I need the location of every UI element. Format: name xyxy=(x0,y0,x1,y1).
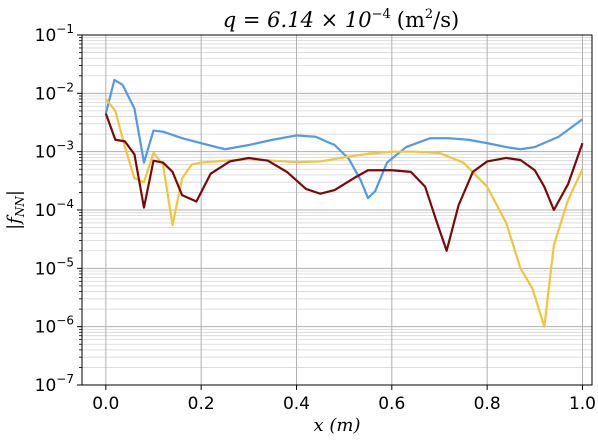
chart-title: q = 6.14 × 10−4 (m2/s) xyxy=(223,7,459,32)
y-tick-label: 10−2 xyxy=(35,80,74,104)
x-tick-label: 0.2 xyxy=(188,394,215,414)
series-line-3 xyxy=(104,113,584,252)
series-line-1 xyxy=(104,78,584,200)
y-tick-label: 10−1 xyxy=(35,22,74,46)
y-tick-label: 10−7 xyxy=(35,372,74,396)
y-label-sub: NN xyxy=(13,196,27,219)
series-layer xyxy=(104,78,584,328)
x-axis-ticks: 0.0 0.2 0.4 0.6 0.8 1.0 xyxy=(92,385,596,414)
x-tick-label: 0.6 xyxy=(378,394,405,414)
title-unit-close: /s) xyxy=(433,8,459,32)
y-label-bar-left: | xyxy=(4,224,25,230)
x-tick-label: 1.0 xyxy=(569,394,596,414)
title-unit-open: (m xyxy=(397,8,425,32)
y-label-bar-right: | xyxy=(4,190,25,196)
y-tick-label: 10−6 xyxy=(35,314,74,338)
y-tick-label: 10−4 xyxy=(35,197,74,221)
title-unit-sup: 2 xyxy=(425,7,433,22)
title-prefix: q = 6.14 × 10 xyxy=(223,8,372,32)
title-exponent: −4 xyxy=(372,7,391,22)
y-tick-label: 10−3 xyxy=(35,139,74,163)
y-tick-label: 10−5 xyxy=(35,255,74,279)
x-axis-label: x (m) xyxy=(314,415,361,436)
y-axis-label: |fNN| xyxy=(4,190,27,230)
y-axis-ticks: 10−7 10−6 10−5 10−4 10−3 10−2 10−1 xyxy=(35,22,82,396)
series-line-2 xyxy=(104,98,584,328)
x-tick-label: 0.8 xyxy=(474,394,501,414)
x-tick-label: 0.0 xyxy=(92,394,119,414)
x-tick-label: 0.4 xyxy=(283,394,310,414)
